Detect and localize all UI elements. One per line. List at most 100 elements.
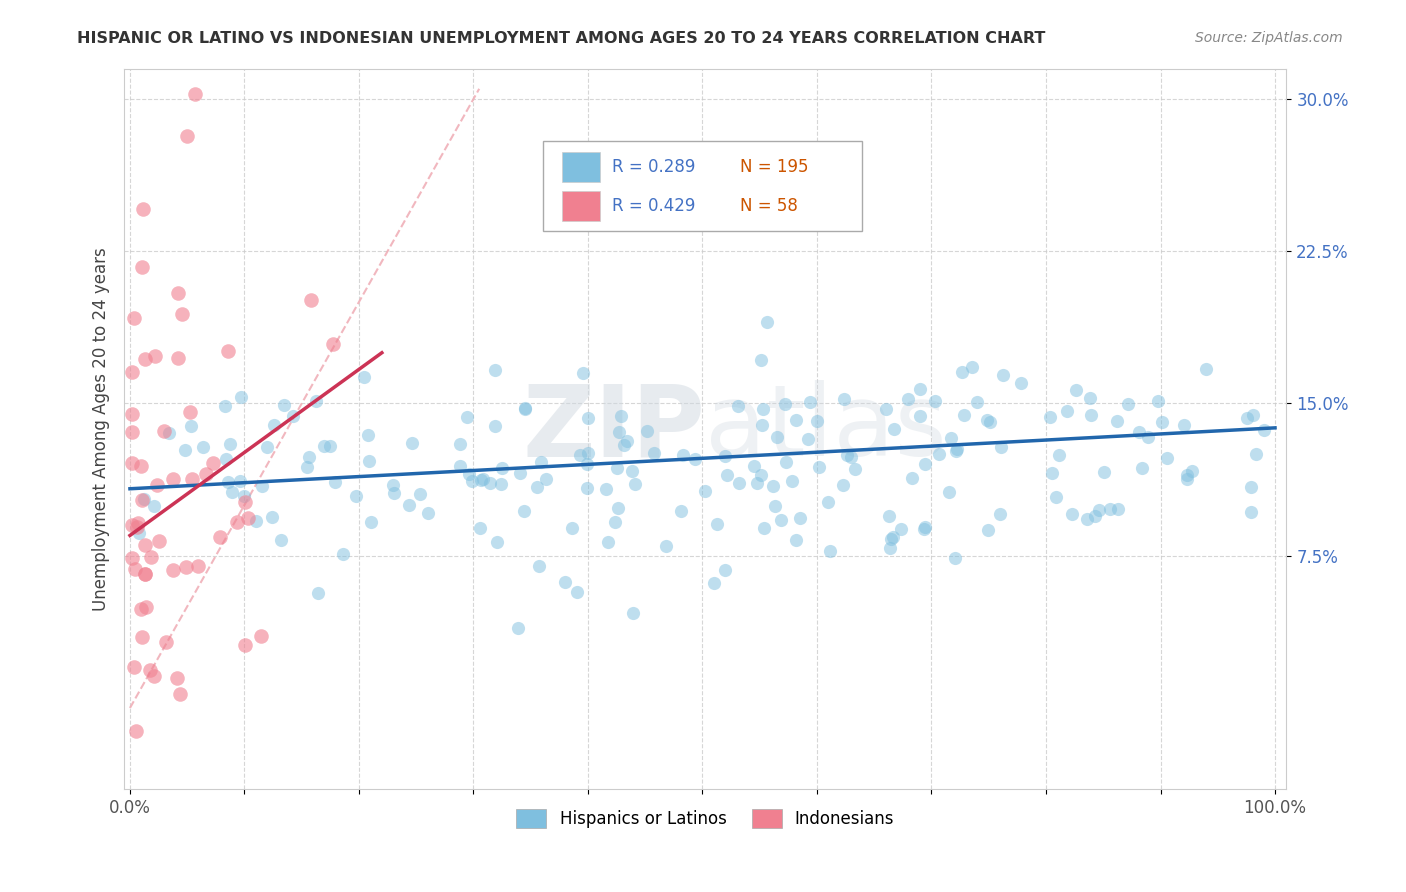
Point bbox=[470, 521, 492, 535]
Point bbox=[752, 401, 775, 416]
Point bbox=[263, 417, 285, 432]
Point bbox=[214, 399, 236, 413]
Point bbox=[146, 477, 169, 491]
Point bbox=[176, 129, 198, 144]
Point bbox=[953, 408, 976, 422]
Point bbox=[1087, 502, 1109, 516]
Point bbox=[143, 349, 166, 363]
Point bbox=[749, 468, 772, 483]
Point bbox=[323, 475, 346, 490]
Point bbox=[174, 559, 197, 574]
Point bbox=[148, 533, 170, 548]
Point bbox=[217, 344, 239, 359]
Point bbox=[1078, 391, 1101, 405]
Point bbox=[755, 315, 778, 329]
Point bbox=[305, 393, 328, 408]
Point bbox=[1240, 480, 1263, 494]
Point bbox=[672, 448, 695, 462]
Point bbox=[195, 467, 218, 481]
Point bbox=[322, 337, 344, 351]
Point bbox=[526, 480, 548, 494]
Point bbox=[889, 522, 911, 536]
Point bbox=[977, 523, 1000, 537]
Point bbox=[124, 311, 146, 326]
Point bbox=[217, 475, 239, 489]
Point bbox=[554, 574, 576, 589]
Text: atlas: atlas bbox=[706, 380, 948, 477]
Point bbox=[908, 382, 931, 396]
Point bbox=[295, 460, 318, 475]
Point bbox=[513, 504, 536, 518]
Point bbox=[489, 476, 512, 491]
Y-axis label: Unemployment Among Ages 20 to 24 years: Unemployment Among Ages 20 to 24 years bbox=[93, 247, 110, 611]
Point bbox=[966, 395, 988, 409]
Point bbox=[166, 285, 188, 300]
Point bbox=[262, 510, 284, 524]
Point bbox=[1010, 376, 1032, 391]
Point bbox=[914, 519, 936, 533]
FancyBboxPatch shape bbox=[562, 152, 599, 182]
Point bbox=[950, 365, 973, 379]
Point bbox=[134, 351, 156, 366]
Point bbox=[875, 401, 897, 416]
Point bbox=[208, 530, 231, 544]
Point bbox=[1137, 430, 1160, 444]
Point bbox=[844, 462, 866, 476]
Text: Source: ZipAtlas.com: Source: ZipAtlas.com bbox=[1195, 31, 1343, 45]
Point bbox=[1175, 472, 1198, 486]
Point bbox=[879, 509, 901, 524]
Point bbox=[131, 458, 153, 473]
Point bbox=[121, 407, 143, 421]
Point bbox=[307, 586, 329, 600]
Point bbox=[943, 550, 966, 565]
Point bbox=[134, 537, 156, 551]
Point bbox=[1147, 394, 1170, 409]
Point bbox=[979, 415, 1001, 429]
Point bbox=[281, 409, 304, 423]
Point bbox=[769, 513, 792, 527]
Point bbox=[610, 409, 633, 424]
Point bbox=[408, 487, 430, 501]
Point bbox=[141, 550, 163, 565]
Point bbox=[991, 368, 1014, 382]
Point bbox=[359, 454, 381, 468]
Point bbox=[636, 424, 658, 438]
Point bbox=[595, 483, 617, 497]
Point bbox=[127, 516, 149, 531]
Point bbox=[384, 486, 406, 500]
Point bbox=[1156, 451, 1178, 466]
Point bbox=[1241, 408, 1264, 422]
Point bbox=[576, 458, 599, 472]
Point bbox=[344, 489, 367, 503]
Point bbox=[879, 541, 901, 556]
Point bbox=[202, 456, 225, 470]
Point bbox=[318, 439, 340, 453]
Text: N = 58: N = 58 bbox=[740, 197, 799, 215]
Point bbox=[1062, 507, 1084, 521]
Point bbox=[128, 526, 150, 541]
Point bbox=[880, 533, 903, 547]
Point bbox=[132, 202, 155, 216]
Point bbox=[472, 472, 495, 486]
Point bbox=[1244, 447, 1267, 461]
Point bbox=[180, 418, 202, 433]
Point bbox=[181, 471, 204, 485]
Point bbox=[193, 440, 215, 454]
Point bbox=[534, 471, 557, 485]
Point bbox=[882, 530, 904, 544]
Point bbox=[946, 442, 969, 457]
Point bbox=[1195, 361, 1218, 376]
Point bbox=[990, 440, 1012, 454]
Point bbox=[231, 391, 253, 405]
FancyBboxPatch shape bbox=[562, 191, 599, 221]
Text: R = 0.289: R = 0.289 bbox=[613, 158, 696, 176]
Point bbox=[250, 478, 273, 492]
Point bbox=[162, 472, 184, 486]
Point bbox=[134, 567, 156, 582]
Point bbox=[131, 260, 153, 274]
Point bbox=[449, 459, 471, 474]
Point bbox=[478, 476, 501, 491]
Point bbox=[1107, 501, 1129, 516]
Point bbox=[749, 353, 772, 368]
Point bbox=[312, 439, 335, 453]
